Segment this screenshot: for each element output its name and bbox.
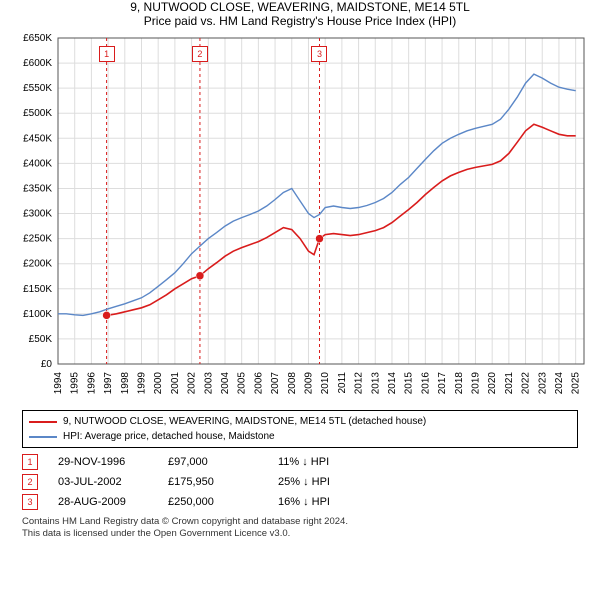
legend-panel: 9, NUTWOOD CLOSE, WEAVERING, MAIDSTONE, … (22, 410, 578, 448)
legend-label-subject: 9, NUTWOOD CLOSE, WEAVERING, MAIDSTONE, … (63, 416, 426, 427)
footer-line-2: This data is licensed under the Open Gov… (22, 528, 578, 540)
transaction-delta: 11% ↓ HPI (278, 456, 388, 468)
svg-text:1994: 1994 (53, 372, 64, 395)
legend-row-hpi: HPI: Average price, detached house, Maid… (29, 429, 571, 444)
svg-text:£350K: £350K (23, 183, 52, 194)
svg-text:1997: 1997 (103, 372, 114, 395)
transaction-delta: 16% ↓ HPI (278, 496, 388, 508)
transaction-row: 3 28-AUG-2009£250,00016% ↓ HPI (22, 492, 578, 512)
legend-label-hpi: HPI: Average price, detached house, Maid… (63, 431, 275, 442)
svg-text:£150K: £150K (23, 284, 52, 295)
transaction-date: 28-AUG-2009 (58, 496, 168, 508)
svg-text:2017: 2017 (437, 372, 448, 395)
svg-text:£50K: £50K (29, 334, 53, 345)
svg-text:2019: 2019 (470, 372, 481, 395)
svg-text:£250K: £250K (23, 234, 52, 245)
page-subtitle: Price paid vs. HM Land Registry's House … (0, 14, 600, 28)
svg-text:2018: 2018 (454, 372, 465, 395)
svg-text:2025: 2025 (571, 372, 582, 395)
svg-text:2024: 2024 (554, 372, 565, 395)
svg-text:£400K: £400K (23, 158, 52, 169)
transaction-marker: 2 (22, 474, 38, 490)
chart-svg: £0 £50K £100K £150K £200K £250K £300K £350K £400… (10, 32, 590, 404)
transaction-row: 2 03-JUL-2002£175,95025% ↓ HPI (22, 472, 578, 492)
svg-text:1999: 1999 (136, 372, 147, 395)
svg-text:2007: 2007 (270, 372, 281, 395)
transactions-panel: 1 29-NOV-1996£97,00011% ↓ HPI 2 03-JUL-2002… (22, 452, 578, 512)
page-title: 9, NUTWOOD CLOSE, WEAVERING, MAIDSTONE, … (0, 0, 600, 14)
svg-text:£300K: £300K (23, 209, 52, 220)
svg-text:2015: 2015 (404, 372, 415, 395)
svg-text:2014: 2014 (387, 372, 398, 395)
transaction-marker: 1 (22, 454, 38, 470)
svg-text:2009: 2009 (303, 372, 314, 395)
chart-marker-3: 3 (311, 46, 327, 62)
legend-row-subject: 9, NUTWOOD CLOSE, WEAVERING, MAIDSTONE, … (29, 414, 571, 429)
svg-text:2022: 2022 (521, 372, 532, 395)
svg-text:£600K: £600K (23, 58, 52, 69)
svg-text:2004: 2004 (220, 372, 231, 395)
chart-marker-1: 1 (99, 46, 115, 62)
chart-marker-2: 2 (192, 46, 208, 62)
svg-text:2005: 2005 (237, 372, 248, 395)
transaction-price: £250,000 (168, 496, 278, 508)
svg-text:£0: £0 (41, 359, 53, 370)
svg-text:£450K: £450K (23, 133, 52, 144)
chart-area: £0 £50K £100K £150K £200K £250K £300K £350K £400… (10, 32, 590, 404)
svg-text:2003: 2003 (203, 372, 214, 395)
transaction-marker: 3 (22, 494, 38, 510)
svg-text:2012: 2012 (354, 372, 365, 395)
transaction-price: £97,000 (168, 456, 278, 468)
svg-text:1996: 1996 (86, 372, 97, 395)
svg-text:1995: 1995 (70, 372, 81, 395)
transaction-price: £175,950 (168, 476, 278, 488)
transaction-delta: 25% ↓ HPI (278, 476, 388, 488)
svg-text:2021: 2021 (504, 372, 515, 395)
svg-text:2023: 2023 (537, 372, 548, 395)
transaction-row: 1 29-NOV-1996£97,00011% ↓ HPI (22, 452, 578, 472)
transaction-date: 03-JUL-2002 (58, 476, 168, 488)
svg-text:£550K: £550K (23, 83, 52, 94)
svg-text:2000: 2000 (153, 372, 164, 395)
svg-text:2001: 2001 (170, 372, 181, 395)
svg-text:2011: 2011 (337, 372, 348, 394)
svg-text:2016: 2016 (420, 372, 431, 395)
svg-text:1998: 1998 (120, 372, 131, 395)
legend-swatch-subject (29, 421, 57, 423)
legend-swatch-hpi (29, 436, 57, 438)
svg-text:2008: 2008 (287, 372, 298, 395)
svg-text:2020: 2020 (487, 372, 498, 395)
svg-text:£100K: £100K (23, 309, 52, 320)
svg-text:£500K: £500K (23, 108, 52, 119)
svg-text:£200K: £200K (23, 259, 52, 270)
svg-text:2002: 2002 (187, 372, 198, 395)
footer-line-1: Contains HM Land Registry data © Crown c… (22, 516, 578, 528)
svg-text:£650K: £650K (23, 33, 52, 44)
svg-text:2013: 2013 (370, 372, 381, 395)
svg-text:2010: 2010 (320, 372, 331, 395)
svg-text:2006: 2006 (253, 372, 264, 395)
transaction-date: 29-NOV-1996 (58, 456, 168, 468)
